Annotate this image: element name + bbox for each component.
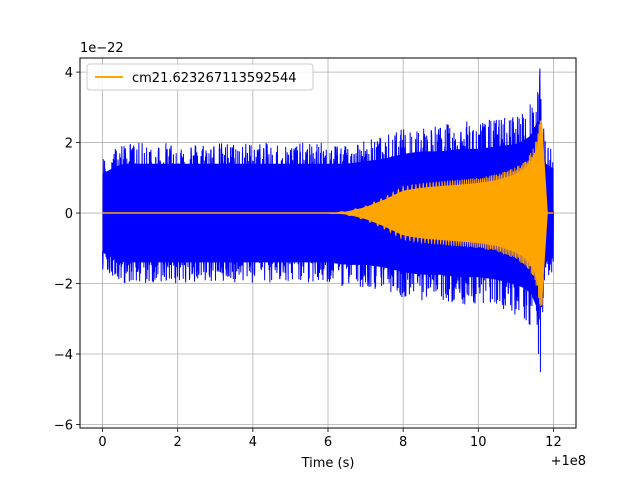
x-tick-label: 10 xyxy=(470,435,487,450)
x-tick-label: 6 xyxy=(324,435,332,450)
x-tick-label: 4 xyxy=(249,435,257,450)
y-tick-label: −2 xyxy=(54,278,73,293)
series-band-cm21 xyxy=(102,123,554,300)
legend-entry-cm21: cm21.623267113592544 xyxy=(132,71,297,86)
x-tick-label: 12 xyxy=(545,435,562,450)
series-band-strain xyxy=(102,119,554,312)
y-tick-label: 2 xyxy=(65,137,73,152)
plot-area xyxy=(102,68,554,373)
legend: cm21.623267113592544 xyxy=(86,63,314,91)
x-tick-label: 2 xyxy=(174,435,182,450)
y-tick-label: 4 xyxy=(65,66,73,81)
x-tick-label: 8 xyxy=(399,435,407,450)
x-tick-label: 0 xyxy=(98,435,106,450)
y-tick-label: −4 xyxy=(54,348,73,363)
x-axis-label: Time (s) xyxy=(301,456,355,471)
x-axis: 0 2 4 6 8 10 12 xyxy=(98,428,562,450)
y-axis: −6 −4 −2 0 2 4 xyxy=(54,66,80,433)
y-tick-label: −6 xyxy=(54,418,73,433)
legend-box xyxy=(86,63,314,91)
y-scale-label: 1e−22 xyxy=(80,41,124,56)
y-tick-label: 0 xyxy=(65,207,73,222)
x-offset-label: +1e8 xyxy=(551,454,586,469)
